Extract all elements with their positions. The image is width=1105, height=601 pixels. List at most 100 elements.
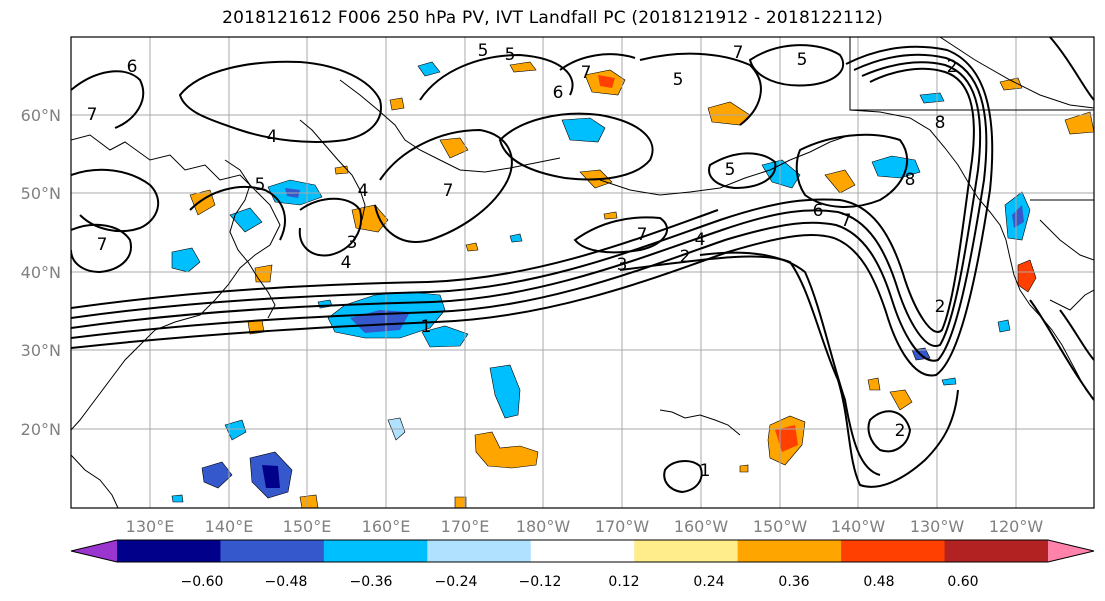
negative-anomaly-patch xyxy=(509,233,523,243)
lon-label: 180°W xyxy=(516,517,571,536)
lon-label: 150°W xyxy=(753,517,808,536)
contour-label: 7 xyxy=(637,225,648,245)
negative-anomaly-patch xyxy=(171,494,184,503)
colorbar xyxy=(70,539,1095,563)
colorbar-tick-label: −0.12 xyxy=(519,574,562,590)
contour-label: 7 xyxy=(443,181,454,201)
contour-label: 2 xyxy=(895,421,906,441)
colorbar-segment xyxy=(117,540,221,562)
pv-contours xyxy=(71,37,1094,494)
lon-label: 170°E xyxy=(441,517,490,536)
colorbar-segment xyxy=(530,540,635,562)
lon-label: 160°E xyxy=(362,517,411,536)
contour-label: 3 xyxy=(617,255,628,275)
positive-anomaly-patch xyxy=(1017,259,1037,293)
negative-anomaly-patch xyxy=(919,92,945,104)
negative-anomaly-patch xyxy=(941,377,957,386)
positive-anomaly-patch xyxy=(603,211,618,220)
positive-anomaly-patch xyxy=(867,377,881,391)
negative-anomaly-patch xyxy=(201,461,233,489)
positive-anomaly-patch xyxy=(739,464,749,473)
contour-label: 2 xyxy=(680,247,691,267)
contour-labels: 6 7 4 5 4 3 4 7 1 7 4 3 2 6 7 5 8 7 8 2 … xyxy=(87,41,958,481)
longitude-labels: 130°E 140°E 150°E 160°E 170°E 180°W 170°… xyxy=(126,517,1044,536)
graticule xyxy=(71,37,1094,508)
contour-label: 6 xyxy=(813,201,824,221)
colorbar-segment xyxy=(427,540,532,562)
contour-label: 8 xyxy=(935,113,946,133)
colorbar-segment xyxy=(220,540,325,562)
colorbar-tick-label: 0.36 xyxy=(778,574,809,590)
contour-label: 7 xyxy=(581,63,592,83)
contour-label: 7 xyxy=(87,105,98,125)
negative-anomaly-patch xyxy=(489,364,521,419)
map-frame xyxy=(70,36,1095,509)
contour-label: 2 xyxy=(947,57,958,77)
colorbar-tick-label: −0.48 xyxy=(265,574,308,590)
colorbar-segment xyxy=(634,540,739,562)
colorbar-extension-right xyxy=(1048,540,1094,562)
colorbar-tick-label: −0.36 xyxy=(350,574,393,590)
map-title: 2018121612 F006 250 hPa PV, IVT Landfall… xyxy=(222,8,883,28)
negative-anomaly-patch xyxy=(421,325,469,348)
lon-label: 120°W xyxy=(989,517,1044,536)
positive-anomaly-patch xyxy=(439,137,469,159)
contour-label: 1 xyxy=(421,317,432,337)
colorbar-tick-label: −0.60 xyxy=(181,574,224,590)
colorbar-extension-left xyxy=(71,540,117,562)
colorbar-tick-labels: −0.60 −0.48 −0.36 −0.24 −0.12 0.12 0.24 … xyxy=(181,574,979,590)
contour-label: 5 xyxy=(725,160,736,180)
colorbar-segment xyxy=(737,540,842,562)
positive-anomaly-patch xyxy=(334,165,349,175)
lon-label: 160°W xyxy=(674,517,729,536)
latitude-labels: 60°N 50°N 40°N 30°N 20°N xyxy=(21,106,61,439)
contour-label: 5 xyxy=(255,175,266,195)
contour-label: 5 xyxy=(797,50,808,70)
contour-label: 4 xyxy=(341,253,352,273)
lat-label: 20°N xyxy=(21,420,61,439)
contour-label: 7 xyxy=(97,235,108,255)
colorbar-tick-label: 0.60 xyxy=(947,574,978,590)
contour-label: 6 xyxy=(127,57,138,77)
negative-anomaly-patch xyxy=(224,419,247,441)
positive-anomaly-patch xyxy=(454,496,467,508)
lat-label: 30°N xyxy=(21,341,61,360)
negative-anomaly-patch xyxy=(229,207,263,233)
contour-label: 4 xyxy=(695,230,706,250)
lon-label: 170°W xyxy=(595,517,650,536)
colorbar-tick-label: 0.24 xyxy=(693,574,724,590)
negative-anomaly-patch xyxy=(761,159,801,189)
contour-label: 5 xyxy=(673,70,684,90)
positive-anomaly-patch xyxy=(389,97,405,111)
positive-anomaly-patch xyxy=(474,431,539,469)
positive-anomaly-patch xyxy=(889,389,913,411)
positive-anomaly-patch xyxy=(509,61,537,73)
negative-anomaly-patch xyxy=(997,319,1011,333)
lon-label: 140°W xyxy=(831,517,886,536)
negative-anomaly-patch xyxy=(417,61,441,77)
contour-label: 3 xyxy=(347,233,358,253)
colorbar-tick-label: 0.12 xyxy=(608,574,639,590)
coastlines xyxy=(71,37,1094,508)
colorbar-segment xyxy=(323,540,428,562)
lon-label: 140°E xyxy=(205,517,254,536)
positive-anomaly-patch xyxy=(465,242,479,252)
colorbar-segment xyxy=(841,540,946,562)
contour-label: 5 xyxy=(505,45,516,65)
contour-label: 6 xyxy=(553,83,564,103)
contour-label: 8 xyxy=(905,170,916,190)
lon-label: 130°E xyxy=(126,517,175,536)
positive-anomaly-patch xyxy=(824,169,856,194)
lat-label: 50°N xyxy=(21,184,61,203)
contour-label: 5 xyxy=(478,41,489,61)
colorbar-outline xyxy=(70,539,1095,563)
contour-label: 4 xyxy=(267,127,278,147)
contour-label: 7 xyxy=(841,211,852,231)
lon-label: 130°W xyxy=(910,517,965,536)
colorbar-segment xyxy=(944,540,1049,562)
positive-anomaly-patch xyxy=(299,494,319,508)
colorbar-tick-label: 0.48 xyxy=(863,574,894,590)
contour-label: 1 xyxy=(700,461,711,481)
contour-label: 2 xyxy=(935,297,946,317)
